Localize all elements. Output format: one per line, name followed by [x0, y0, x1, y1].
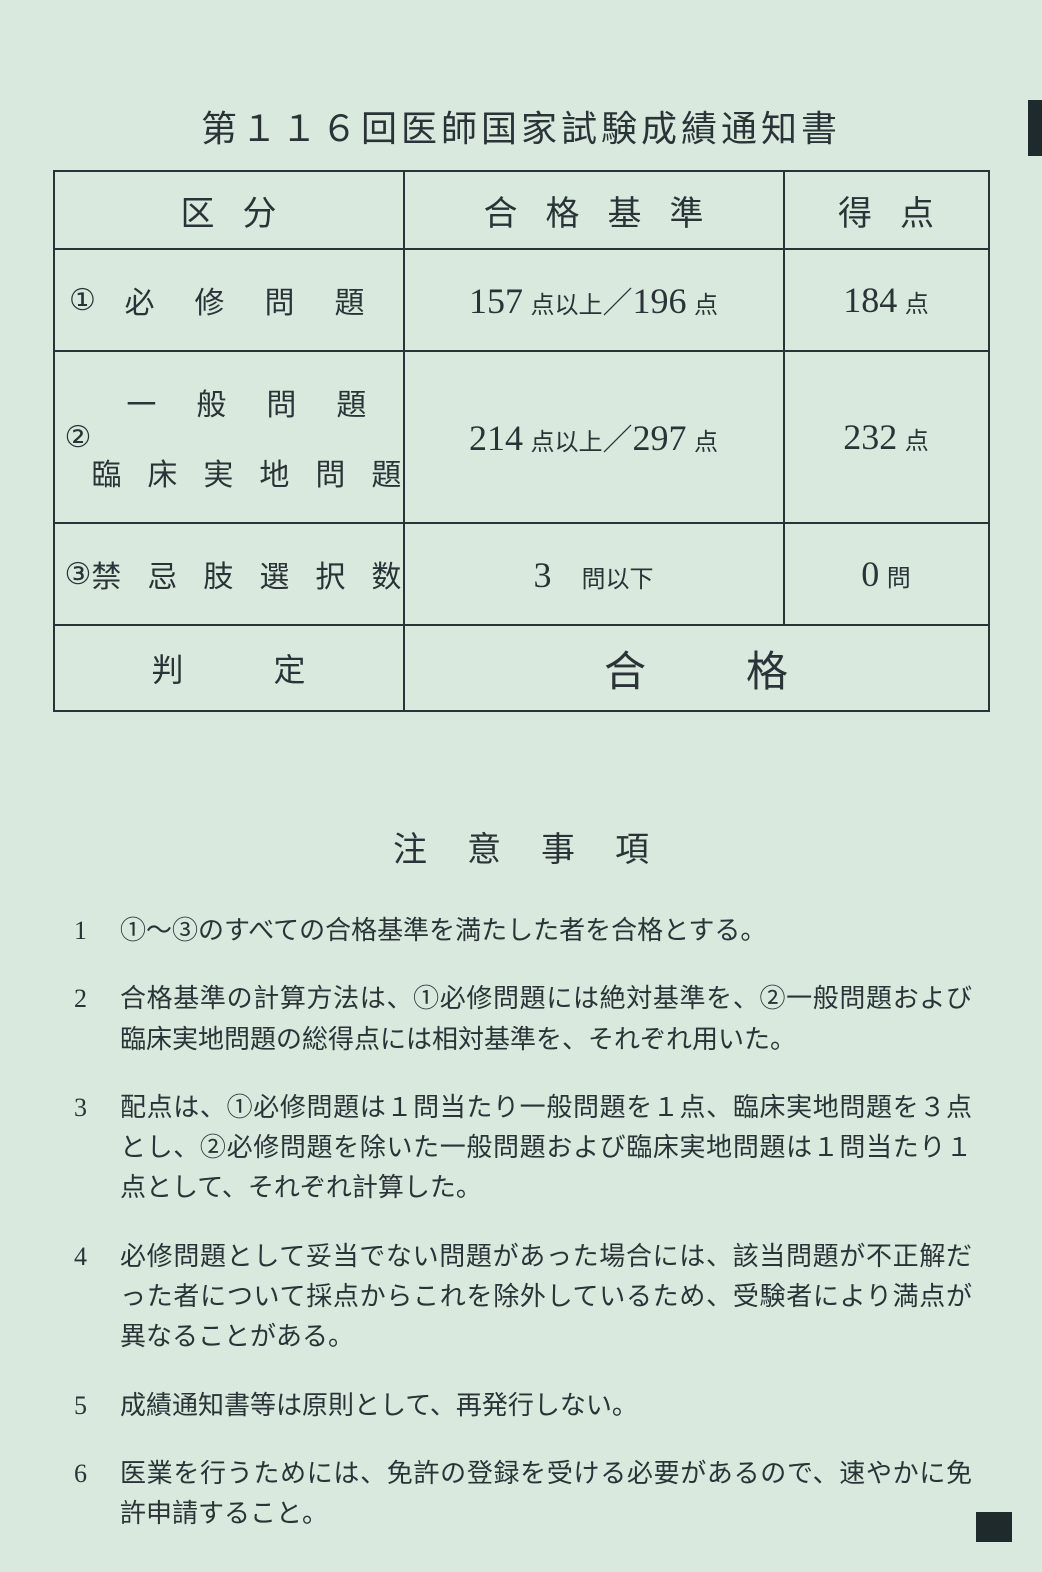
note-item: 5成績通知書等は原則として、再発行しない。 [74, 1386, 972, 1426]
note-text: 合格基準の計算方法は、①必修問題には絶対基準を、②一般問題および臨床実地問題の総… [120, 979, 972, 1060]
verdict-label: 判定 [54, 625, 404, 711]
score-cell: 184 点 [784, 249, 989, 351]
category-label: 禁忌肢選択数 [91, 552, 401, 596]
criteria-cell: 214 点以上／297 点 [404, 351, 784, 523]
category-cell: ②一般問題臨床実地問題 [55, 352, 403, 522]
note-item: 3配点は、①必修問題は１問当たり一般問題を１点、臨床実地問題を３点とし、②必修問… [74, 1088, 972, 1209]
table-row: ③禁忌肢選択数3 問以下0 問 [54, 523, 989, 625]
row-index: ① [65, 283, 101, 318]
note-number: 3 [74, 1088, 120, 1209]
table-row: ①必修問題157 点以上／196 点184 点 [54, 249, 989, 351]
edge-mark-top [1028, 100, 1042, 156]
note-text: ①〜③のすべての合格基準を満たした者を合格とする。 [120, 911, 972, 951]
note-number: 6 [74, 1454, 120, 1535]
category-label: 必修問題 [101, 278, 389, 322]
note-text: 必修問題として妥当でない問題があった場合には、該当問題が不正解だった者について採… [120, 1237, 972, 1358]
notes-heading: 注意事項 [40, 822, 1002, 871]
note-text: 配点は、①必修問題は１問当たり一般問題を１点、臨床実地問題を３点とし、②必修問題… [120, 1088, 972, 1209]
note-item: 6医業を行うためには、免許の登録を受ける必要があるので、速やかに免許申請すること… [74, 1454, 972, 1535]
category-cell: ③禁忌肢選択数 [55, 524, 403, 624]
note-item: 2合格基準の計算方法は、①必修問題には絶対基準を、②一般問題および臨床実地問題の… [74, 979, 972, 1060]
row-index: ③ [65, 557, 92, 592]
header-criteria: 合格基準 [404, 171, 784, 249]
note-number: 4 [74, 1237, 120, 1358]
table-header-row: 区分 合格基準 得点 [54, 171, 989, 249]
note-item: 4必修問題として妥当でない問題があった場合には、該当問題が不正解だった者について… [74, 1237, 972, 1358]
criteria-cell: 3 問以下 [404, 523, 784, 625]
note-text: 医業を行うためには、免許の登録を受ける必要があるので、速やかに免許申請すること。 [120, 1454, 972, 1535]
note-item: 1①〜③のすべての合格基準を満たした者を合格とする。 [74, 911, 972, 951]
header-score: 得点 [784, 171, 989, 249]
category-label: 一般問題臨床実地問題 [91, 380, 401, 494]
notes-list: 1①〜③のすべての合格基準を満たした者を合格とする。2合格基準の計算方法は、①必… [40, 911, 1002, 1535]
verdict-result: 合格 [404, 625, 989, 711]
table-row: ②一般問題臨床実地問題214 点以上／297 点232 点 [54, 351, 989, 523]
note-number: 5 [74, 1386, 120, 1426]
note-text: 成績通知書等は原則として、再発行しない。 [120, 1386, 972, 1426]
document-title: 第１１６回医師国家試験成績通知書 [40, 100, 1002, 152]
score-cell: 232 点 [784, 351, 989, 523]
row-index: ② [65, 420, 92, 455]
category-cell: ①必修問題 [55, 250, 403, 350]
score-table: 区分 合格基準 得点 ①必修問題157 点以上／196 点184 点②一般問題臨… [53, 170, 990, 712]
criteria-cell: 157 点以上／196 点 [404, 249, 784, 351]
header-category: 区分 [54, 171, 404, 249]
score-cell: 0 問 [784, 523, 989, 625]
note-number: 1 [74, 911, 120, 951]
edge-mark-bottom [976, 1512, 1012, 1542]
note-number: 2 [74, 979, 120, 1060]
verdict-row: 判定合格 [54, 625, 989, 711]
